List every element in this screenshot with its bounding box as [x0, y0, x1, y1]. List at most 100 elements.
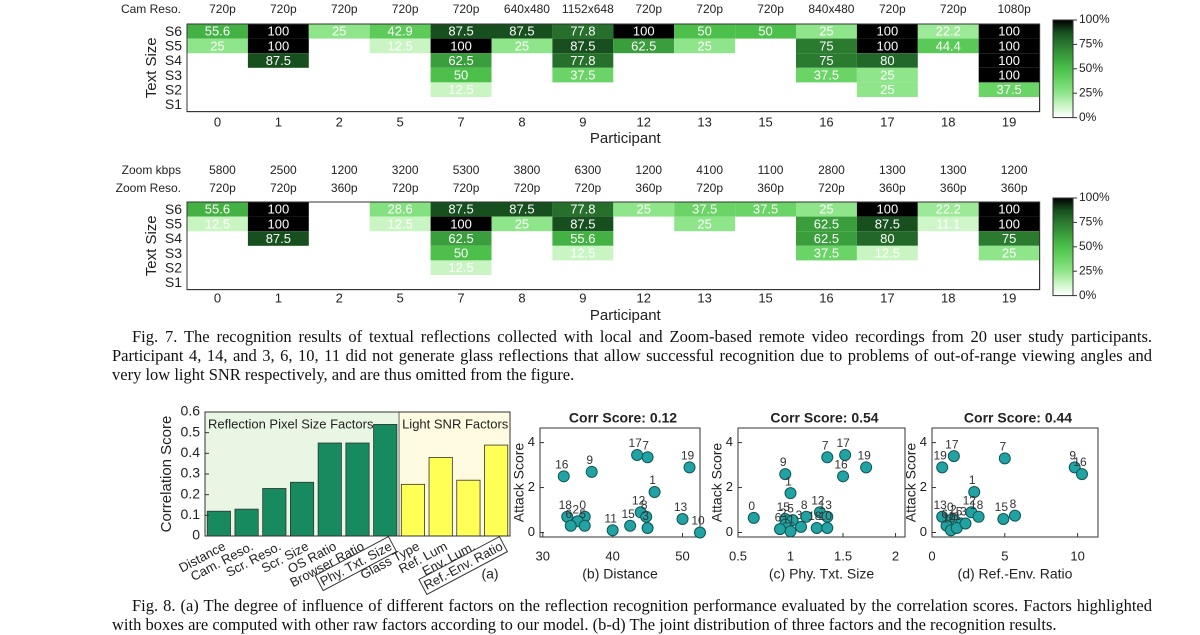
- heat-cell: [613, 202, 675, 217]
- heat-cell: [491, 202, 553, 217]
- cell-label: 62.5: [631, 38, 656, 53]
- heat-cell: [674, 202, 736, 217]
- point-label: 6: [941, 507, 948, 521]
- heat-cell: [187, 216, 248, 232]
- heat-cell: [430, 216, 492, 232]
- point-label: 11: [949, 509, 962, 523]
- cell-label: 75: [1002, 231, 1016, 246]
- cell-label: 37.5: [753, 202, 778, 217]
- point: [837, 470, 850, 483]
- heat-cell: [247, 53, 309, 68]
- header-value: 5300: [453, 163, 480, 177]
- cell-label: 22.2: [936, 202, 961, 217]
- point-label: 9: [780, 455, 787, 469]
- x-axis-label: (d) Ref.-Env. Ratio: [958, 566, 1073, 582]
- cell-label: 87.5: [875, 216, 900, 231]
- colorbar-label: 100%: [1079, 12, 1110, 26]
- cell-label: 87.5: [448, 24, 473, 39]
- point: [747, 511, 760, 524]
- heat-cell: [856, 67, 918, 83]
- point-label: 5: [787, 501, 794, 515]
- row-label: S2: [165, 259, 182, 275]
- cell-label: 100: [450, 38, 472, 53]
- row-label: S1: [165, 96, 182, 112]
- cell-label: 25: [1002, 246, 1016, 261]
- colorbar-label: 25%: [1079, 263, 1103, 277]
- heat-cell: [856, 231, 918, 246]
- cell-label: 37.5: [996, 82, 1021, 97]
- header-value: 1200: [331, 163, 358, 177]
- cell-label: 100: [267, 216, 289, 231]
- x-tick-label: 50: [675, 548, 689, 563]
- y-axis-label: Attack Score: [511, 443, 527, 523]
- row-label: S6: [165, 201, 182, 217]
- heat-cell: [856, 38, 918, 54]
- point-label: 3: [642, 509, 649, 523]
- sub-label: (a): [481, 566, 498, 582]
- heat-cell: [796, 231, 857, 246]
- header-value: 720p: [453, 181, 480, 195]
- cell-label: 87.5: [266, 231, 291, 246]
- heat-cell: [430, 231, 492, 246]
- point-label: 19: [934, 449, 948, 463]
- point-label: 2: [950, 502, 957, 516]
- point: [648, 486, 661, 499]
- point: [997, 513, 1010, 526]
- bar: [484, 444, 509, 537]
- heat-cell: [552, 231, 614, 246]
- heat-cell: [308, 24, 370, 39]
- header-value: 720p: [270, 2, 297, 16]
- heat-cell: [491, 216, 553, 232]
- y-axis-label: Attack Score: [903, 443, 919, 523]
- cell-label: 12.5: [570, 246, 595, 261]
- y-tick-label: 2: [528, 479, 535, 494]
- row-label: S5: [165, 216, 182, 232]
- y-tick-label: 0.4: [181, 444, 201, 460]
- x-tick-label: 40: [605, 548, 619, 563]
- y-tick-label: 0.6: [181, 403, 201, 419]
- cell-label: 62.5: [448, 231, 473, 246]
- y-tick-label: 0.3: [181, 465, 201, 481]
- bar: [400, 483, 425, 537]
- header-label: Cam Reso.: [121, 2, 181, 16]
- cell-label: 87.5: [509, 202, 534, 217]
- row-label: S4: [165, 52, 182, 68]
- point-label: 11: [782, 513, 795, 527]
- point: [784, 487, 797, 500]
- cell-label: 77.8: [570, 202, 595, 217]
- cell-label: 28.6: [387, 202, 412, 217]
- heat-cell: [430, 67, 492, 83]
- point-label: 13: [934, 498, 948, 512]
- point-label: 18: [970, 498, 984, 512]
- x-tick-label: 16: [819, 114, 833, 129]
- x-tick-label: 19: [1002, 114, 1016, 129]
- point: [784, 525, 797, 538]
- point-label: 15: [621, 507, 635, 521]
- bar: [289, 481, 315, 537]
- cell-label: 25: [697, 216, 711, 231]
- point-label: 0: [748, 499, 755, 513]
- point-label: 15: [995, 500, 1009, 514]
- header-value: 360p: [757, 181, 784, 195]
- header-value: 720p: [209, 181, 236, 195]
- x-tick-label: 18: [941, 114, 955, 129]
- heat-cell: [430, 245, 492, 261]
- cell-label: 25: [515, 38, 529, 53]
- point: [1068, 461, 1081, 474]
- cell-label: 100: [998, 53, 1020, 68]
- y-tick-label: 0: [528, 524, 535, 539]
- header-value: 360p: [635, 181, 662, 195]
- point-label: 8: [641, 498, 648, 512]
- x-tick-label: 17: [880, 290, 894, 305]
- header-value: 1200: [1001, 163, 1028, 177]
- cell-label: 55.6: [205, 24, 230, 39]
- header-value: 720p: [209, 2, 236, 16]
- cell-label: 12.5: [205, 216, 230, 231]
- cell-label: 25: [697, 38, 711, 53]
- point: [779, 468, 792, 481]
- point-label: 13: [819, 498, 833, 512]
- label-box: [314, 535, 398, 592]
- cell-label: 55.6: [205, 202, 230, 217]
- cell-label: 25: [332, 24, 346, 39]
